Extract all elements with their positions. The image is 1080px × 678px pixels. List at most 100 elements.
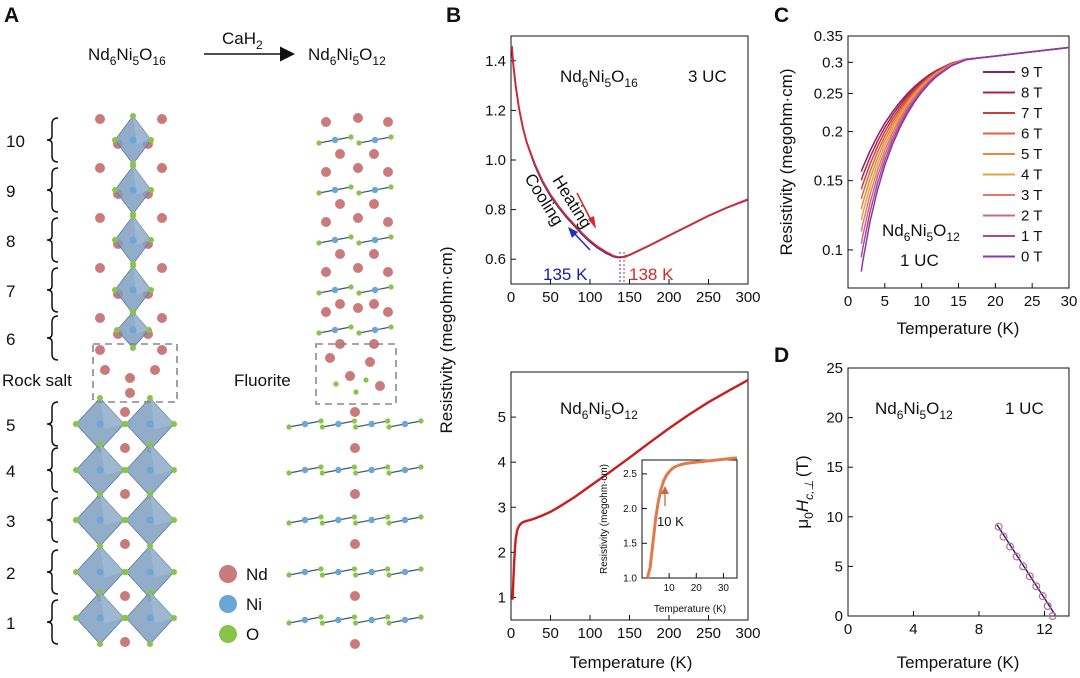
layer-number: 1 xyxy=(6,614,15,633)
o-atom xyxy=(286,470,292,476)
d-data-point xyxy=(1032,582,1041,591)
o-atom xyxy=(146,327,152,333)
o-atom xyxy=(348,234,354,240)
ni-atom xyxy=(129,236,137,244)
inset-annotation: 10 K xyxy=(657,514,684,529)
o-atom xyxy=(418,614,424,620)
o-atom xyxy=(73,517,79,523)
nd-atom xyxy=(157,114,167,124)
inset-xtick-label: 30 xyxy=(718,583,730,594)
d-data-point xyxy=(1006,542,1015,551)
chart-b-bottom: 0 50 100 150 200 250 300 1 2 3 4 5 Nd6Ni5O12 10 20 30… xyxy=(498,371,761,642)
d-data-point xyxy=(1025,572,1034,581)
o-atom xyxy=(348,134,354,140)
b-top-formula: Nd6Ni5O16 xyxy=(560,67,638,90)
c-legend: 9 T 8 T 7 T 6 T 5 T 4 T 3 T 2 T 1 T 0 T xyxy=(983,64,1042,266)
o-atom xyxy=(351,514,357,520)
b-top-xtick-label: 300 xyxy=(735,289,760,306)
o-atom xyxy=(388,134,394,140)
layer-bracket xyxy=(46,599,59,645)
o-atom xyxy=(97,543,103,549)
panel-b: B Resistivity (megohm·cm) Temperature (K… xyxy=(437,4,761,672)
o-atom xyxy=(351,418,357,424)
nd-atom xyxy=(353,113,363,123)
b-top-xtick-label: 150 xyxy=(617,289,642,306)
o-atom xyxy=(363,377,369,383)
o-atom xyxy=(97,641,103,647)
o-atom xyxy=(385,566,391,572)
b-bottom-xtick-label: 100 xyxy=(577,625,602,642)
chart-b-inset: 10 20 30 1.0 1.5 2.0 2.5 Temperature (K) Resis… xyxy=(599,456,738,615)
octahedron-face xyxy=(100,398,124,430)
legend-ni-label: Ni xyxy=(246,595,262,614)
o-atom xyxy=(348,184,354,190)
cooling-arrow xyxy=(572,231,591,251)
o-atom xyxy=(147,543,153,549)
layer-bracket xyxy=(46,117,59,163)
ni-atom xyxy=(371,286,379,294)
o-atom xyxy=(388,284,394,290)
ni-atom xyxy=(335,466,342,474)
legend-o-label: O xyxy=(246,625,259,644)
layer-bracket xyxy=(46,549,59,595)
octahedron-face xyxy=(150,398,174,430)
c-xtick-label: 25 xyxy=(1024,293,1041,310)
rock-salt-label: Rock salt xyxy=(2,371,72,390)
panel-label-a: A xyxy=(4,4,19,27)
d-fit-line xyxy=(996,524,1057,617)
b-bottom-xtick-label: 0 xyxy=(507,625,515,642)
octahedron-face xyxy=(150,494,174,526)
d-data-point xyxy=(1038,592,1047,601)
layer-bracket xyxy=(46,497,59,543)
b-top-ytick-label: 0.8 xyxy=(485,202,506,219)
c-xtick-label: 20 xyxy=(987,293,1004,310)
nd-atom xyxy=(157,263,167,273)
d-thickness: 1 UC xyxy=(1005,399,1044,418)
series-heating-line xyxy=(510,45,749,259)
c-xtick-label: 30 xyxy=(1061,293,1078,310)
b-bottom-series-line xyxy=(511,379,749,600)
o-atom xyxy=(348,284,354,290)
o-atom xyxy=(319,620,325,626)
b-top-xtick-label: 200 xyxy=(656,289,681,306)
o-atom xyxy=(73,421,79,427)
ni-atom xyxy=(96,614,104,622)
o-atom xyxy=(130,163,136,169)
o-atom xyxy=(286,620,292,626)
c-xtick-label: 0 xyxy=(844,293,852,310)
nd-atom xyxy=(120,591,130,601)
layer-number: 7 xyxy=(6,282,15,301)
o-atom xyxy=(130,213,136,219)
d-frame xyxy=(847,367,1070,617)
c-ytick-label: 0.15 xyxy=(814,173,843,190)
b-bottom-xtick-label: 50 xyxy=(542,625,559,642)
ni-atom xyxy=(401,420,409,428)
d-data-point xyxy=(999,532,1008,541)
chart-b-top: 0 50 100 150 200 250 300 0.6 0.8 1.0 1.2 1.4 Nd6Ni5… xyxy=(485,35,761,306)
fluorite-label: Fluorite xyxy=(234,371,291,390)
o-atom xyxy=(286,424,292,430)
structure-right xyxy=(286,113,424,649)
c-legend-label: 2 T xyxy=(1021,208,1042,225)
heating-arrowhead xyxy=(588,216,596,229)
d-ylabel: μ0Hc,⊥(T) xyxy=(793,455,816,528)
nd-atom xyxy=(353,213,363,223)
b-top-xtick-label: 50 xyxy=(542,289,559,306)
octahedron-face xyxy=(100,444,124,476)
o-atom xyxy=(123,421,129,427)
d-data-point xyxy=(1019,562,1028,571)
o-atom xyxy=(147,491,153,497)
o-atom xyxy=(318,464,324,470)
o-atom xyxy=(171,569,177,575)
o-atom xyxy=(353,424,359,430)
ni-atom xyxy=(335,516,342,524)
o-atom xyxy=(123,569,129,575)
nd-atom xyxy=(150,365,160,375)
b-ylabel: Resistivity (megohm·cm) xyxy=(437,246,456,433)
o-atom xyxy=(73,569,79,575)
ni-atom xyxy=(331,186,339,194)
nd-atom xyxy=(100,365,110,375)
rock-salt-box xyxy=(92,343,178,403)
b-top-ytick-label: 1.2 xyxy=(485,102,506,119)
o-atom xyxy=(171,421,177,427)
